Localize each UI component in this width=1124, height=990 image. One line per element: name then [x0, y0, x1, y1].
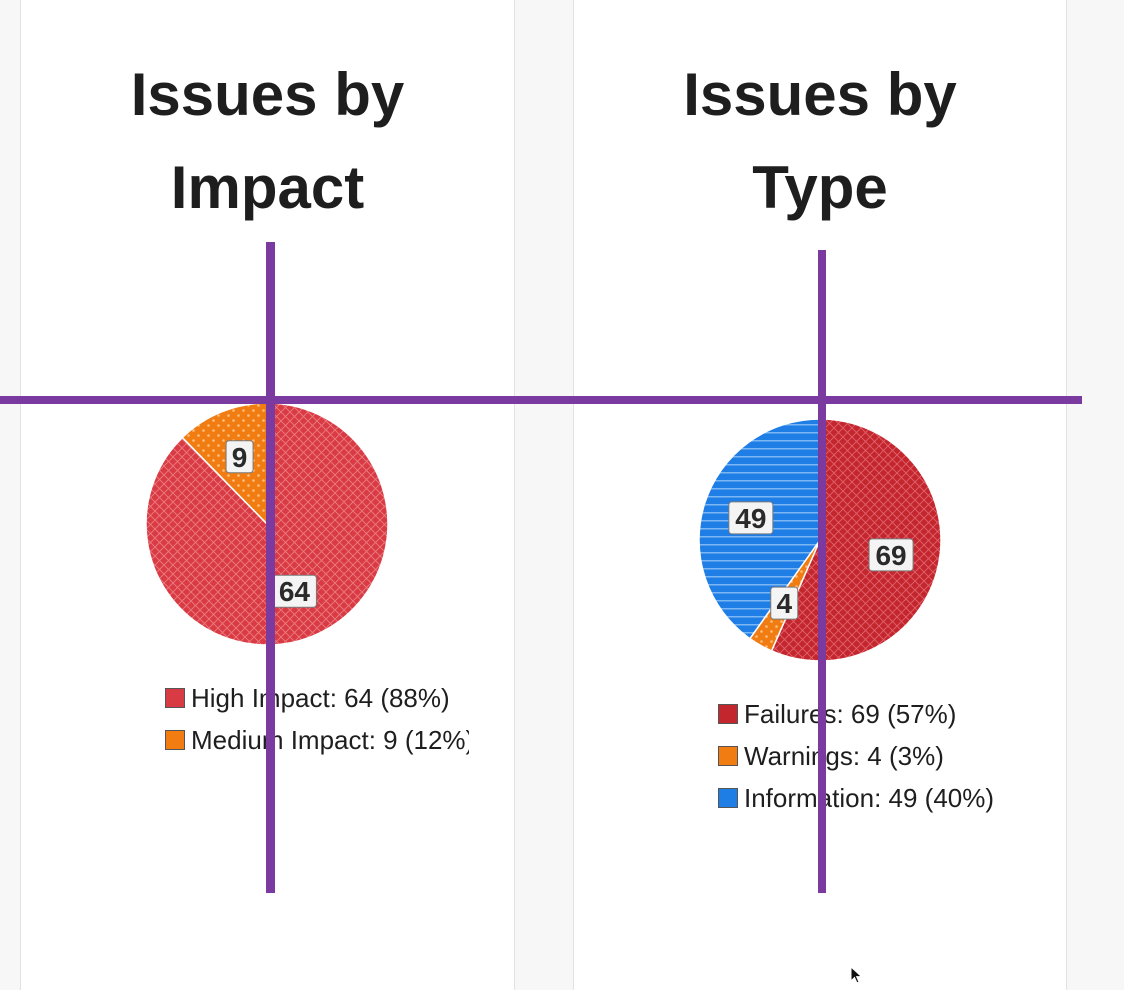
legend-label-high-impact: High Impact: 64 (88%) — [191, 682, 450, 713]
legend-item-medium-impact[interactable]: Medium Impact: 9 (12%) — [165, 719, 469, 761]
legend-swatch-warnings — [718, 746, 738, 766]
pie-data-label-warnings: 4 — [770, 586, 799, 620]
legend-item-information[interactable]: Information: 49 (40%) — [718, 777, 994, 819]
svg-text:9: 9 — [232, 442, 248, 473]
pie-data-label-failures: 69 — [868, 538, 914, 572]
legend-swatch-high-impact — [165, 688, 185, 708]
svg-text:64: 64 — [279, 576, 311, 607]
crosshair-vertical-line-type — [818, 250, 826, 893]
pie-chart-type: 69 4 49 — [698, 418, 942, 662]
pie-data-label-medium-impact: 9 — [225, 440, 254, 474]
chart-title-impact: Issues by Impact — [130, 61, 405, 221]
legend-item-high-impact[interactable]: High Impact: 64 (88%) — [165, 677, 469, 719]
pie-data-label-high-impact: 64 — [271, 574, 317, 608]
legend-swatch-information — [718, 788, 738, 808]
svg-text:69: 69 — [875, 540, 906, 571]
svg-text:49: 49 — [735, 503, 766, 534]
legend-impact: High Impact: 64 (88%) Medium Impact: 9 (… — [165, 677, 469, 761]
legend-type: Failures: 69 (57%) Warnings: 4 (3%) Info… — [718, 693, 994, 819]
arrow-cursor-icon — [850, 966, 863, 984]
svg-text:4: 4 — [776, 588, 792, 619]
legend-label-medium-impact: Medium Impact: 9 (12%) — [191, 724, 469, 755]
legend-item-warnings[interactable]: Warnings: 4 (3%) — [718, 735, 994, 777]
legend-label-information: Information: 49 (40%) — [744, 782, 995, 813]
legend-label-failures: Failures: 69 (57%) — [744, 698, 957, 729]
chart-title-type: Issues by Type — [683, 61, 957, 221]
pie-slice-failures[interactable] — [770, 418, 942, 662]
legend-swatch-failures — [718, 704, 738, 724]
legend-label-warnings: Warnings: 4 (3%) — [744, 740, 944, 771]
pie-data-label-information: 49 — [728, 501, 774, 535]
legend-item-failures[interactable]: Failures: 69 (57%) — [718, 693, 994, 735]
crosshair-vertical-line-impact — [266, 242, 275, 893]
crosshair-horizontal-line — [0, 396, 1082, 404]
legend-swatch-medium-impact — [165, 730, 185, 750]
